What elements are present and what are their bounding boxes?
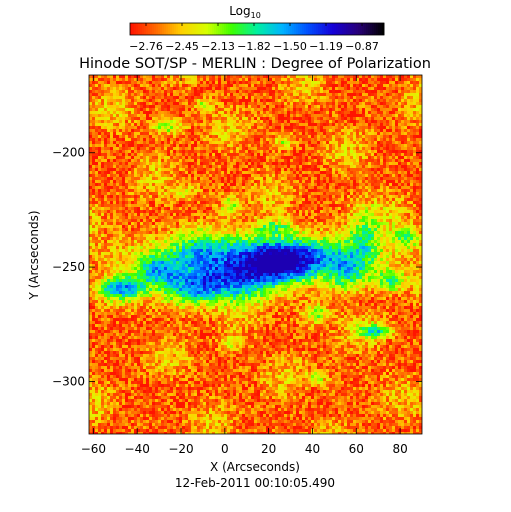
colorbar-tick-label: −1.19 <box>309 40 343 53</box>
chart-title: Hinode SOT/SP - MERLIN : Degree of Polar… <box>79 56 431 72</box>
colorbar: Log10 −2.76 −2.45 −2.13 −1.82 −1.50 −1.19 −0.8… <box>129 4 385 53</box>
x-tick-label: 80 <box>392 442 407 456</box>
colorbar-tick-label: −2.76 <box>129 40 163 53</box>
x-tick-label: 0 <box>221 442 229 456</box>
colorbar-tick-label: −1.50 <box>273 40 307 53</box>
colorbar-frame <box>129 22 385 36</box>
colorbar-tick-label: −2.45 <box>165 40 199 53</box>
x-tick-label: 40 <box>305 442 320 456</box>
x-tick-label: 60 <box>349 442 364 456</box>
y-tick-label: −250 <box>52 260 85 274</box>
x-tick-label: 20 <box>261 442 276 456</box>
x-tick-label: −20 <box>168 442 193 456</box>
colorbar-tick-label: −0.87 <box>345 40 379 53</box>
x-tick-label: −60 <box>81 442 106 456</box>
plot-frame <box>88 74 423 435</box>
polarization-map <box>89 75 422 434</box>
timestamp: 12-Feb-2011 00:10:05.490 <box>175 476 335 490</box>
y-axis-label: Y (Arcseconds) <box>27 210 41 300</box>
colorbar-tick-label: −2.13 <box>201 40 235 53</box>
y-tick-label: −200 <box>52 146 85 160</box>
x-axis-label: X (Arcseconds) <box>210 460 300 474</box>
colorbar-label: Log10 <box>229 4 261 20</box>
colorbar-tick-label: −1.82 <box>237 40 271 53</box>
x-axis: −60 −40 −20 0 20 40 60 80 <box>81 75 408 456</box>
colorbar-gradient <box>130 23 385 35</box>
x-tick-label: −40 <box>125 442 150 456</box>
y-axis: −200 −250 −300 <box>52 146 422 388</box>
colorbar-ticks: −2.76 −2.45 −2.13 −1.82 −1.50 −1.19 −0.87 <box>129 23 379 53</box>
y-tick-label: −300 <box>52 374 85 388</box>
